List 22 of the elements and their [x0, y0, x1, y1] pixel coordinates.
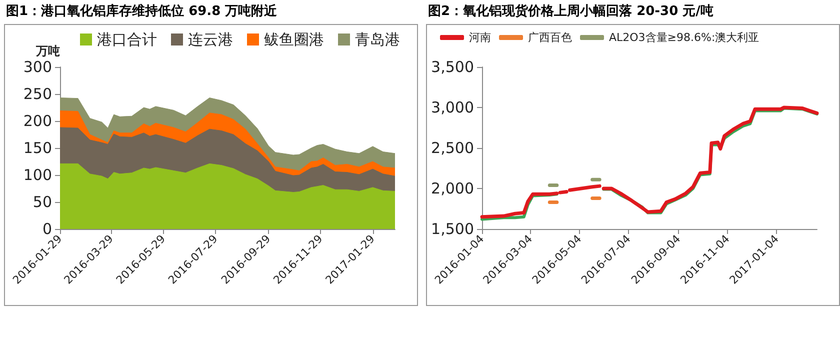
y-tick-label: 150 [23, 139, 52, 157]
legend-label: 青岛港 [355, 30, 400, 48]
legend-label: 鲅鱼圈港 [264, 30, 324, 48]
y-tick-label: 2,000 [431, 180, 474, 198]
y-tick-label: 50 [32, 193, 52, 211]
legend-label: 连云港 [188, 30, 233, 48]
y-tick-label: 1,500 [431, 220, 474, 238]
y-tick-label: 3,500 [431, 58, 474, 76]
legend-label: 广西百色 [528, 31, 572, 44]
y-tick-label: 200 [23, 112, 52, 130]
y-tick-label: 0 [42, 220, 52, 238]
y-tick-label: 2,500 [431, 139, 474, 157]
y-tick-label: 300 [23, 58, 52, 76]
legend-label: 港口合计 [97, 30, 157, 48]
chart-title: 图1：港口氧化铝库存维持低位 69.8 万吨附近 [6, 2, 278, 20]
y-tick-label: 3,000 [431, 98, 474, 116]
y-axis-title: 万吨 [35, 44, 60, 58]
chart-title: 图2：氧化铝现货价格上周小幅回落 20-30 元/吨 [428, 3, 714, 20]
y-tick-label: 100 [23, 166, 52, 184]
y-tick-label: 250 [23, 85, 52, 103]
legend-label: 河南 [469, 31, 491, 44]
legend-label: AL2O3含量≥98.6%:澳大利亚 [609, 31, 760, 44]
